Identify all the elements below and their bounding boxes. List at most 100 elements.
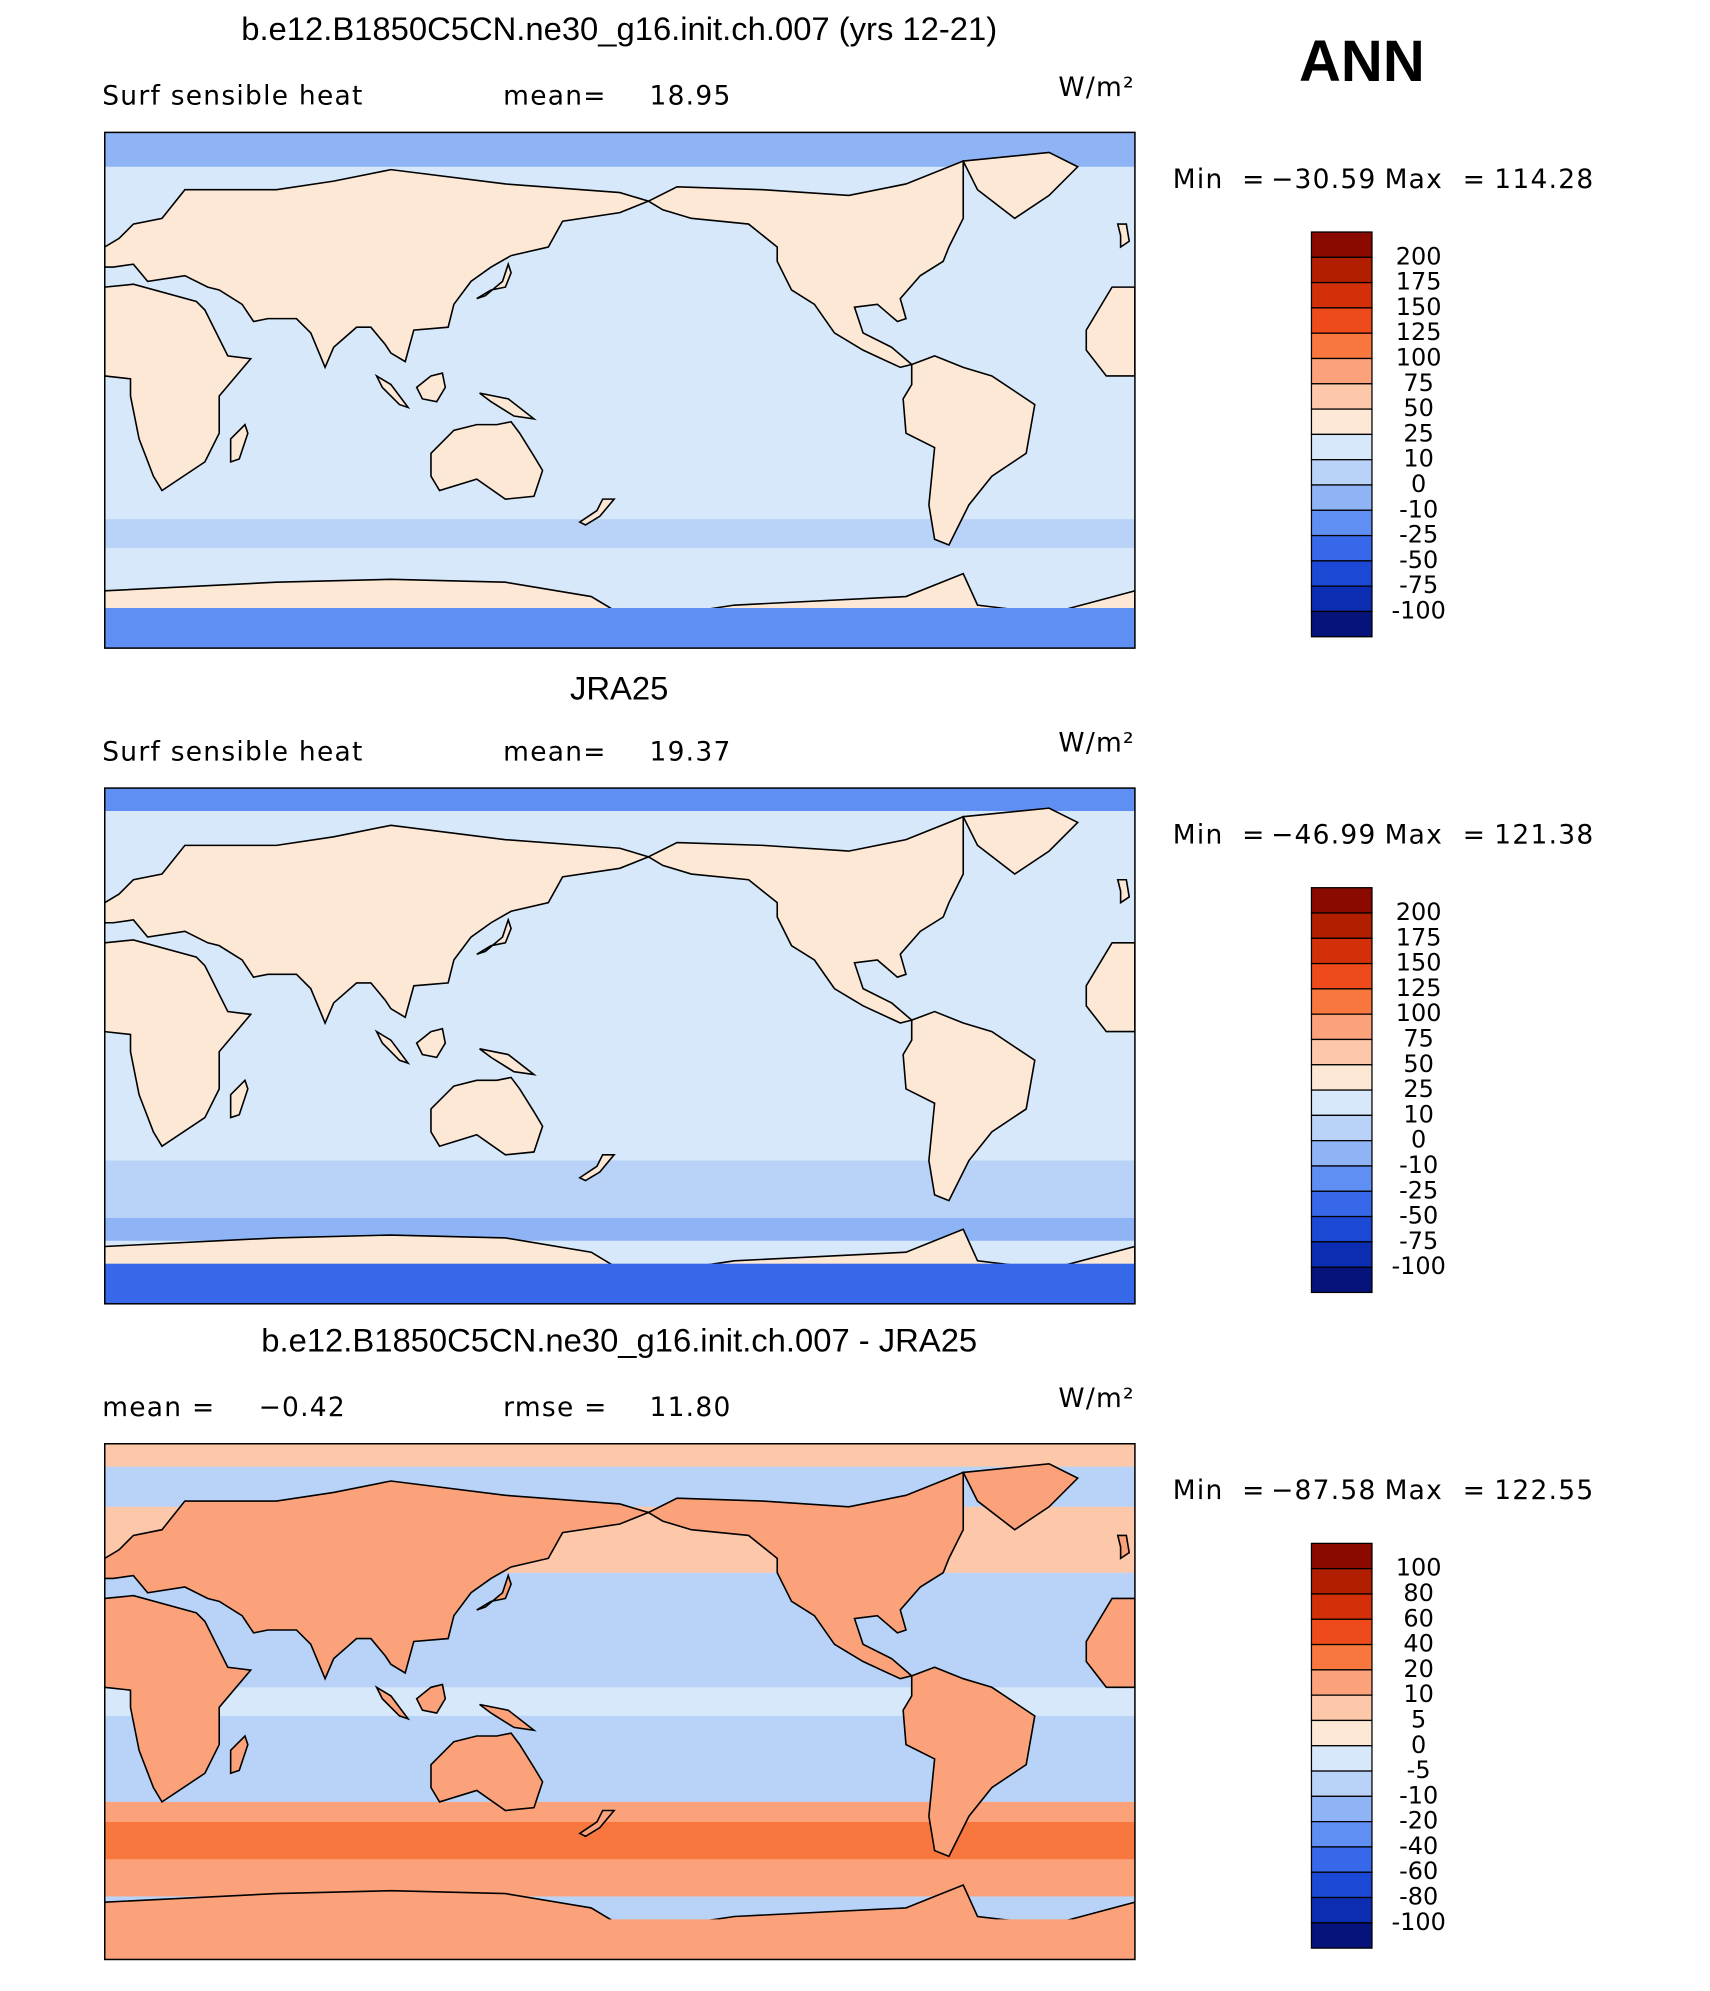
- colorbar-label: -50: [1399, 1202, 1438, 1230]
- colorbar-label: 10: [1403, 1100, 1433, 1128]
- colorbar-label: 10: [1403, 445, 1433, 473]
- colorbar-label: -100: [1391, 596, 1445, 624]
- colorbar-label: -10: [1399, 495, 1438, 523]
- colorbar-label: 100: [1396, 999, 1442, 1027]
- arctic-band: [104, 132, 1135, 156]
- colorbar-label: -80: [1399, 1883, 1438, 1911]
- colorbar-box: [1310, 1871, 1373, 1899]
- left-label: Surf sensible heat: [102, 81, 363, 112]
- colorbar-box: [1310, 1719, 1373, 1747]
- colorbar-label: 20: [1403, 1655, 1433, 1683]
- colorbar-box: [1310, 534, 1373, 562]
- min-eq: =: [1242, 1475, 1265, 1506]
- colorbar-box: [1310, 937, 1373, 965]
- center-value: 19.37: [649, 736, 731, 767]
- colorbar-box: [1310, 1795, 1373, 1823]
- colorbar-label: -50: [1399, 546, 1438, 574]
- map-field: [104, 1443, 1135, 1960]
- colorbar-box: [1310, 1064, 1373, 1091]
- colorbar-label: 200: [1396, 242, 1442, 270]
- arctic-band: [104, 788, 1135, 811]
- units: W/m²: [1058, 1383, 1135, 1414]
- colorbar-box: [1310, 332, 1373, 360]
- center-label: rmse =: [503, 1392, 607, 1423]
- colorbar-box: [1310, 459, 1373, 486]
- colorbar-box: [1310, 307, 1373, 334]
- colorbar-label: 75: [1403, 369, 1433, 397]
- max: 114.28: [1494, 164, 1594, 195]
- colorbar-box: [1310, 281, 1373, 309]
- max: 122.55: [1494, 1475, 1594, 1506]
- colorbar-box: [1310, 560, 1373, 587]
- map-field: [104, 132, 1135, 648]
- colorbar-box: [1310, 231, 1373, 258]
- max-label: Max: [1385, 164, 1444, 195]
- colorbar-label: -75: [1399, 571, 1438, 599]
- map: [103, 131, 1136, 649]
- colorbar-box: [1310, 1745, 1373, 1772]
- colorbar-label: 60: [1403, 1604, 1433, 1632]
- min-label: Min: [1173, 819, 1224, 850]
- min-label: Min: [1173, 164, 1224, 195]
- left-value: −0.42: [259, 1392, 346, 1423]
- map: [103, 787, 1136, 1305]
- colorbar-label: -20: [1399, 1807, 1438, 1835]
- colorbar-box: [1310, 1618, 1373, 1646]
- ocean-band: [104, 1160, 1135, 1218]
- colorbar-box: [1310, 484, 1373, 511]
- colorbar-box: [1310, 887, 1373, 914]
- colorbar-label: 200: [1396, 898, 1442, 926]
- colorbar-box: [1310, 610, 1373, 638]
- colorbar-label: 40: [1403, 1630, 1433, 1658]
- colorbar-box: [1310, 1165, 1373, 1192]
- center-label: mean=: [503, 81, 607, 112]
- arctic-band: [104, 1443, 1135, 1467]
- antarctic-band: [104, 1263, 1135, 1304]
- colorbar-label: 80: [1403, 1579, 1433, 1607]
- center-label: mean=: [503, 736, 607, 767]
- colorbar-box: [1310, 1542, 1373, 1570]
- colorbar-box: [1310, 408, 1373, 436]
- colorbar-box: [1310, 962, 1373, 990]
- center-value: 11.80: [649, 1392, 731, 1423]
- ocean-band: [104, 519, 1135, 548]
- colorbar-label: 125: [1396, 974, 1442, 1002]
- left-label: mean =: [102, 1392, 215, 1423]
- colorbar-label: 50: [1403, 394, 1433, 422]
- min: −87.58: [1271, 1475, 1377, 1506]
- colorbar-box: [1310, 1038, 1373, 1066]
- colorbar-label: 100: [1396, 1554, 1442, 1582]
- colorbar-label: -40: [1399, 1832, 1438, 1860]
- colorbar-box: [1310, 912, 1373, 939]
- colorbar-box: [1310, 1140, 1373, 1167]
- left-label: Surf sensible heat: [102, 736, 363, 767]
- colorbar-box: [1310, 1846, 1373, 1873]
- colorbar-box: [1310, 1114, 1373, 1142]
- colorbar-label: 75: [1403, 1024, 1433, 1052]
- colorbar-label: 10: [1403, 1680, 1433, 1708]
- map: [103, 1443, 1136, 1961]
- colorbar-box: [1310, 1266, 1373, 1294]
- max-eq: =: [1463, 164, 1486, 195]
- map-frame: [103, 1443, 1136, 1961]
- colorbar-box: [1310, 1821, 1373, 1848]
- max-label: Max: [1385, 819, 1444, 850]
- colorbar-box: [1310, 357, 1373, 385]
- colorbar-box: [1310, 988, 1373, 1015]
- colorbar-box: [1310, 1669, 1373, 1696]
- max-eq: =: [1463, 819, 1486, 850]
- colorbar-label: -10: [1399, 1781, 1438, 1809]
- colorbar-label: -100: [1391, 1908, 1445, 1936]
- colorbar-box: [1310, 509, 1373, 537]
- colorbar-box: [1310, 433, 1373, 461]
- colorbar-box: [1310, 1013, 1373, 1041]
- colorbar-box: [1310, 1568, 1373, 1595]
- units: W/m²: [1058, 727, 1135, 758]
- colorbar-label: 0: [1411, 1731, 1426, 1759]
- colorbar-label: 125: [1396, 318, 1442, 346]
- min-eq: =: [1242, 164, 1265, 195]
- colorbar-label: -5: [1407, 1756, 1431, 1784]
- map-field: [104, 788, 1135, 1304]
